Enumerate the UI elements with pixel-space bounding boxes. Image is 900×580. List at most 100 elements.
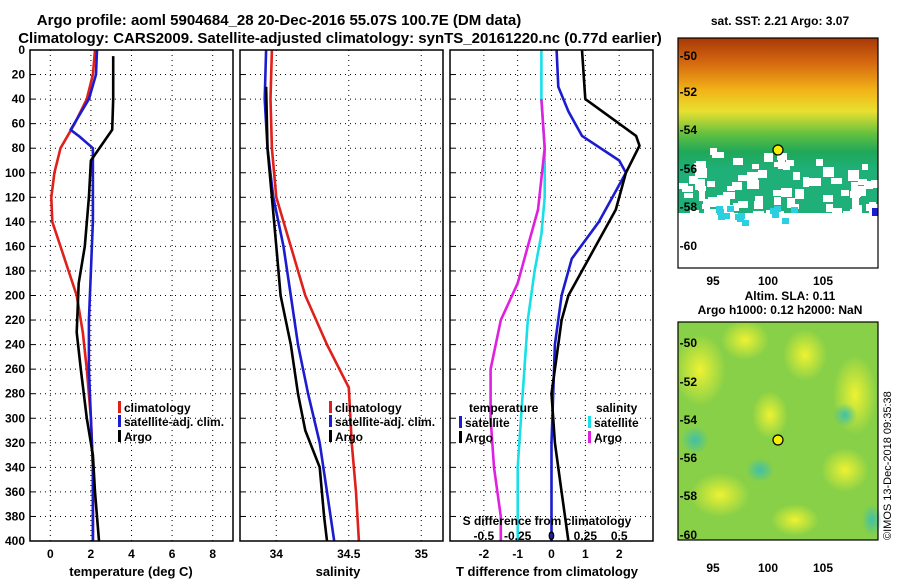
altim-feature [752,391,788,439]
temperature-frame [29,49,234,542]
sst-cold-cell [774,206,781,212]
sst-map-cold-cell [872,208,878,216]
legend-t-argo: Argo [465,431,493,445]
altim-feature [681,426,709,454]
sst-missing-cell [843,211,854,216]
s-tick-label: 0 [548,529,555,543]
sst-cold-cell [716,206,723,212]
x-tick-label: 2 [88,547,95,561]
sst-missing-cell [848,170,859,181]
altim-ytick: -60 [680,528,698,542]
depth-tick-label: 20 [12,68,26,82]
altim-feature [783,329,827,381]
depth-tick-labels: 0 20 40 60 80 100 120 140 160 180 200 220 240 260 280 3… [5,43,25,548]
sst-missing-cell [703,199,709,207]
altim-x-tick-labels: 95 100 105 [706,561,833,575]
altim-map: Altim. SLA: 0.11 Argo h1000: 0.12 h2000:… [674,289,882,575]
x-tick-label: 34 [270,547,284,561]
legend-swatch-satellite [118,415,121,427]
altim-feature [833,403,857,427]
series-line-t-argo [550,49,641,542]
sst-ytick: -54 [680,123,698,137]
legend-argo: Argo [124,430,152,444]
sst-cold-cell [772,212,779,218]
s-tick-label: 0.25 [574,529,598,543]
sst-missing-cell [695,168,707,178]
sst-missing-cell [775,211,784,222]
sst-missing-cell [710,148,717,155]
sst-missing-cell [831,178,842,184]
sst-ytick: -50 [680,49,698,63]
sst-map: sat. SST: 2.21 Argo: 3.07 -50 -52 -54 -5… [677,14,881,288]
sst-missing-cell [841,190,849,196]
legend-swatch-s-argo [588,431,591,443]
sst-missing-cell [765,225,774,233]
legend-satellite: satellite-adj. clim. [335,415,435,429]
legend-s-argo: Argo [594,431,622,445]
altim-xtick: 100 [758,561,778,575]
sst-map-title: sat. SST: 2.21 Argo: 3.07 [711,14,850,28]
sst-missing-cell [826,204,833,212]
sst-x-tick-labels: 95 100 105 [706,274,833,288]
altim-feature [690,473,750,517]
salinity-lines [263,49,361,542]
difference-legend: temperature salinity satellite Argo sate… [459,401,639,445]
legend-header-temperature: temperature [469,401,539,415]
sst-missing-cell [736,224,743,233]
x-tick-label: 34.5 [337,547,361,561]
sst-missing-cell [758,170,767,178]
sst-missing-cell [684,193,693,198]
sst-cold-cell [770,208,777,214]
sst-missing-cell [754,201,763,209]
sst-cold-cell [718,214,725,220]
sst-xtick: 95 [706,274,720,288]
temperature-legend: climatology satellite-adj. clim. Argo [118,401,224,444]
legend-swatch-argo [118,430,121,442]
sst-missing-cell [694,163,702,168]
legend-satellite: satellite-adj. clim. [124,415,224,429]
depth-tick-label: 160 [5,239,25,253]
sst-cold-cell [791,207,798,213]
sst-missing-data [679,148,881,233]
altim-map-features [674,320,882,536]
legend-argo: Argo [335,430,363,444]
sst-missing-cell [871,180,881,188]
title-line-1: Argo profile: aoml 5904684_28 20-Dec-201… [37,12,521,29]
sst-missing-cell [732,182,742,190]
legend-swatch-climatology [329,401,332,413]
series-line-climatology [269,49,361,542]
series-line-s-argo [489,99,547,541]
sst-cold-cell [738,213,745,219]
difference-panel: -2 -1 0 1 2 T difference from climatology S … [449,49,654,579]
watermark: ©IMOS 13-Dec-2018 09:35:38 [882,391,894,540]
x-tick-label: 4 [128,547,135,561]
sst-missing-cell [723,192,735,199]
legend-climatology: climatology [335,401,402,415]
depth-tick-label: 0 [18,43,25,57]
altim-ytick: -54 [680,413,698,427]
sst-missing-cell [864,181,873,189]
sst-missing-cell [773,190,783,196]
depth-tick-label: 140 [5,215,25,229]
depth-tick-label: 80 [12,141,26,155]
altim-y-tick-labels: -50 -52 -54 -56 -58 -60 [680,336,698,542]
sst-missing-cell [823,195,833,202]
sst-ytick: -52 [680,85,698,99]
sst-missing-cell [778,160,785,169]
sst-missing-cell [862,164,868,170]
temperature-xlabel: temperature (deg C) [69,564,193,579]
x-tick-label: -2 [478,547,489,561]
sst-missing-cell [733,158,743,165]
x-tick-label: 1 [582,547,589,561]
sst-missing-cell [727,213,737,221]
sst-missing-cell [764,153,773,162]
depth-tick-label: 120 [5,190,25,204]
sst-missing-cell [867,213,877,222]
depth-tick-label: 340 [5,460,25,474]
altim-feature [746,458,774,482]
sst-missing-cell [803,177,809,187]
altim-feature [674,334,726,406]
altim-feature [721,320,769,360]
legend-swatch-s-satellite [588,416,591,428]
depth-tick-label: 240 [5,338,25,352]
